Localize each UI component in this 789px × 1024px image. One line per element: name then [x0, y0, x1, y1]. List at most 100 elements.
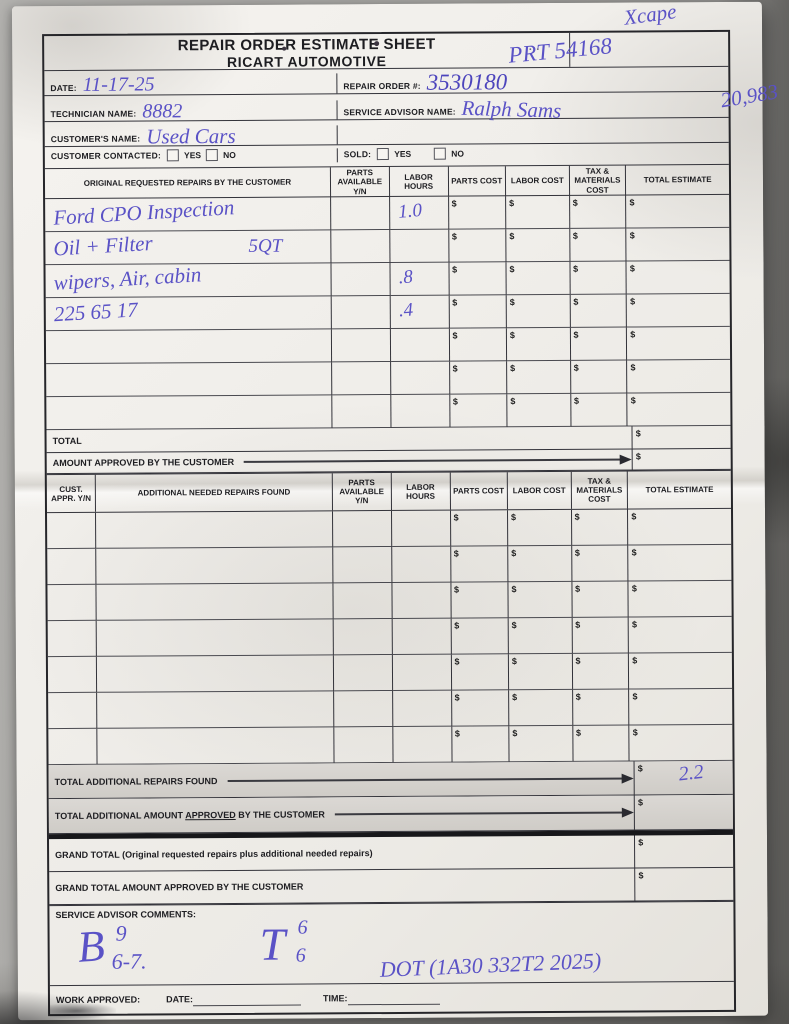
date-label: DATE:: [166, 994, 194, 1005]
grand-total-approved-row: GRAND TOTAL AMOUNT APPROVED BY THE CUSTO…: [49, 867, 734, 905]
amount-approved-row: AMOUNT APPROVED BY THE CUSTOMER $: [46, 448, 731, 475]
parts-cost-cell: $: [451, 618, 509, 656]
customer-contacted-label: CUSTOMER CONTACTED:: [50, 150, 162, 162]
labor-hours-cell: [392, 691, 452, 728]
total-estimate-cell: $: [627, 393, 731, 427]
time-blank-line: [347, 991, 440, 1005]
handwritten-comment-t-bottom: 6: [295, 944, 306, 968]
cust-appr-cell: [48, 729, 98, 766]
table1-rows: Ford CPO Inspection 1.0 $ $ $ $ Oil + Filter 5Q…: [45, 195, 731, 431]
table1-row: $ $ $ $: [46, 360, 731, 398]
labor-cost-cell: $: [506, 196, 570, 230]
header-tax-materials: TAX & MATERIALS COST: [569, 165, 627, 196]
header-parts-cost: PARTS COST: [450, 472, 508, 511]
shadow-smudge: [49, 1002, 117, 1020]
tax-materials-cell: $: [571, 546, 629, 583]
table1-row: Ford CPO Inspection 1.0 $ $ $ $: [45, 195, 730, 233]
labor-hours-cell: [392, 583, 452, 620]
parts-cost-cell: $: [451, 726, 510, 764]
tax-materials-cell: $: [571, 510, 629, 547]
total-additional-row: TOTAL ADDITIONAL REPAIRS FOUND $ 2.2: [48, 761, 733, 800]
handwritten-comment-t: T: [259, 919, 286, 971]
time-label: TIME:: [322, 993, 348, 1004]
cust-appr-cell: [47, 513, 97, 550]
labor-cost-cell: $: [507, 510, 572, 547]
parts-available-cell: [331, 263, 391, 297]
handwritten-repair-order-number: 3530180: [426, 69, 508, 96]
parts-available-cell: [333, 655, 393, 692]
total-label: TOTAL: [52, 435, 82, 446]
no-label: NO: [223, 150, 236, 161]
date-label: DATE:: [50, 83, 77, 94]
table2-row: $ $ $ $: [47, 545, 732, 586]
arrow-line: [244, 458, 630, 463]
labor-cost-cell: $: [509, 690, 573, 727]
total-estimate-cell: $: [627, 327, 731, 361]
additional-repair-description-cell: [96, 511, 334, 550]
labor-hours-cell: 1.0: [389, 196, 449, 231]
labor-hours-cell: [391, 547, 451, 584]
header-total-estimate: TOTAL ESTIMATE: [643, 175, 712, 185]
repair-description-cell: Oil + Filter 5QT: [45, 230, 332, 266]
sold-label: SOLD:: [343, 149, 372, 160]
parts-available-cell: [331, 230, 391, 264]
paper-sheet: Xcape REPAIR ORDER ESTIMATE SHEET RICART…: [11, 0, 780, 1021]
table1-row: 225 65 17.4 $ $ $ $: [45, 294, 730, 332]
parts-available-cell: [332, 395, 392, 429]
header-labor-hours: LABOR HOURS: [391, 472, 451, 511]
labor-cost-cell: $: [506, 229, 571, 263]
header-parts-available: PARTS AVAILABLE Y/N: [330, 167, 390, 198]
header-labor-cost: LABOR COST: [507, 472, 572, 510]
tax-materials-cell: $: [572, 654, 630, 691]
service-advisor-comments-area: B 9 6-7. T 6 6 DOT (1A30 332T2 2025): [50, 917, 734, 985]
labor-cost-cell: $: [507, 394, 572, 428]
total-estimate-cell: $: [628, 509, 732, 547]
repair-order-form: REPAIR ORDER ESTIMATE SHEET RICART AUTOM…: [42, 29, 737, 1020]
handwritten-comment-b-top: 9: [115, 921, 127, 947]
sold-yes-checkbox: [377, 148, 390, 161]
total-estimate-cell: $: [629, 689, 733, 727]
tax-materials-cell: $: [570, 294, 628, 329]
total-additional-approved-cell: $: [633, 795, 733, 830]
total-additional-approved-row: TOTAL ADDITIONAL AMOUNT APPROVED BY THE …: [48, 795, 733, 834]
labor-hours-cell: [392, 619, 452, 656]
repair-description-cell: Ford CPO Inspection: [45, 195, 332, 233]
handwritten-technician: 8882: [142, 99, 183, 123]
date-blank-line: [192, 992, 302, 1006]
repair-order-label: REPAIR ORDER #:: [343, 81, 421, 92]
total-estimate-cell: $: [628, 581, 732, 619]
table1-row: $ $ $ $: [45, 327, 731, 365]
additional-repair-description-cell: [97, 691, 335, 730]
repair-description-cell: [46, 362, 333, 398]
parts-cost-cell: $: [451, 654, 510, 692]
prt-number-cell: · · PRT 54168: [507, 31, 729, 68]
header-cust-appr: CUST. APPR. Y/N: [46, 474, 97, 513]
total-additional-cell: $ 2.2: [633, 761, 733, 795]
grand-total-cell: $: [634, 835, 734, 868]
repair-description-cell: 225 65 17: [45, 296, 332, 332]
handwritten-top-note: Xcape: [622, 0, 678, 30]
yes-label: YES: [394, 149, 412, 160]
grand-total-label: GRAND TOTAL (Original requested repairs …: [55, 848, 373, 861]
tax-materials-cell: $: [570, 360, 628, 395]
grand-total-row: GRAND TOTAL (Original requested repairs …: [48, 835, 734, 873]
parts-cost-cell: $: [450, 582, 509, 620]
work-approved-label: WORK APPROVED:: [49, 995, 140, 1020]
additional-repair-description-cell: [97, 655, 334, 694]
tax-materials-cell: $: [569, 228, 627, 263]
cust-appr-cell: [47, 585, 97, 622]
total-additional-approved-label: TOTAL ADDITIONAL AMOUNT APPROVED BY THE …: [54, 809, 325, 821]
parts-available-cell: [331, 362, 392, 396]
labor-cost-cell: $: [506, 328, 571, 362]
parts-available-cell: [334, 727, 394, 764]
handwritten-dot-code: DOT (1A30 332T2 2025): [379, 948, 602, 983]
amount-approved-cell: $: [631, 448, 731, 470]
table1-row: $ $ $ $: [46, 393, 731, 431]
header-tax-materials: TAX & MATERIALS COST: [571, 471, 629, 510]
tax-materials-cell: $: [570, 327, 628, 362]
title-line-2: RICART AUTOMOTIVE: [226, 53, 387, 70]
tax-materials-cell: $: [569, 195, 627, 230]
header-labor-hours: LABOR HOURS: [389, 166, 449, 197]
total-estimate-cell: $: [629, 617, 732, 655]
